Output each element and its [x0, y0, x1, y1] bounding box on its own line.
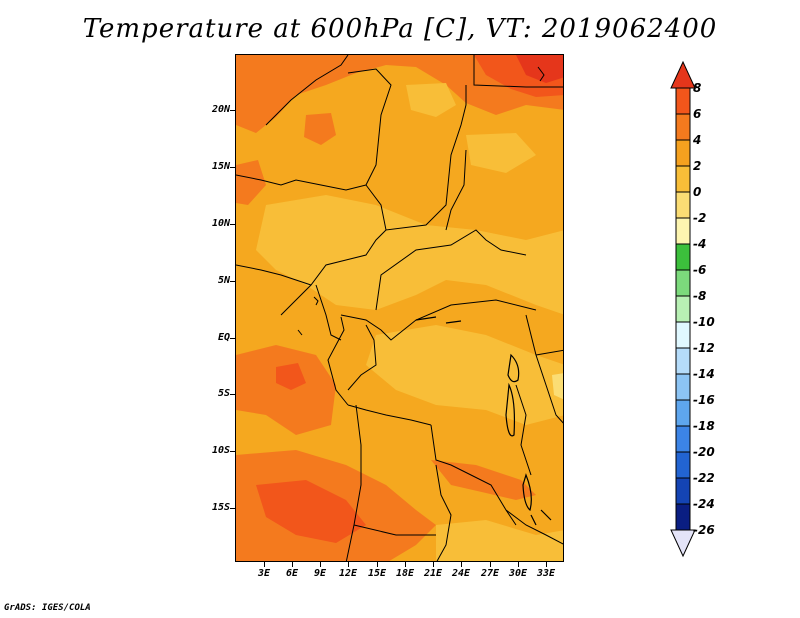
x-tick-27e: 27E [480, 568, 500, 579]
y-tick-5n: 5N [217, 275, 230, 286]
colorbar-segment [675, 373, 691, 401]
x-tickmark [490, 562, 491, 567]
contour-6-8-westspot [276, 363, 306, 390]
contour-4-6-north [236, 55, 563, 133]
colorbar-segment [675, 165, 691, 193]
colorbar-label: -8 [693, 289, 707, 303]
colorbar-segment [675, 451, 691, 479]
colorbar-segment [675, 399, 691, 427]
colorbar-label: -14 [693, 367, 715, 381]
y-tickmark [230, 338, 235, 339]
colorbar [670, 60, 696, 558]
colorbar-label: -18 [693, 419, 715, 433]
colorbar-label: -20 [693, 445, 715, 459]
contour-4-6-southcentral [431, 460, 536, 500]
chart-title: Temperature at 600hPa [C], VT: 201906240… [82, 14, 718, 44]
colorbar-segment [675, 321, 691, 349]
contour-0-2-mid-spot [466, 133, 536, 173]
colorbar-segment [675, 191, 691, 219]
colorbar-label: -24 [693, 497, 715, 511]
x-tickmark [377, 562, 378, 567]
colorbar-segment [675, 347, 691, 375]
x-tickmark [264, 562, 265, 567]
y-tickmark [230, 451, 235, 452]
colorbar-label: 0 [693, 185, 702, 199]
contour-4-6-spot-b [236, 160, 266, 205]
y-tick-15s: 15S [211, 502, 230, 513]
contour-4-6-westcoast [236, 345, 336, 435]
temperature-field [236, 55, 563, 561]
y-tick-5s: 5S [217, 388, 230, 399]
contour-0-2-congo [366, 325, 563, 425]
colorbar-label: -10 [693, 315, 715, 329]
colorbar-label: -4 [693, 237, 707, 251]
y-tickmark [230, 394, 235, 395]
colorbar-label: -16 [693, 393, 715, 407]
contour-0-2-north-spot [406, 83, 456, 117]
x-tickmark [292, 562, 293, 567]
y-tick-10s: 10S [211, 445, 230, 456]
colorbar-label: 2 [693, 159, 702, 173]
footer-credit: GrADS: IGES/COLA [4, 603, 91, 613]
contour-6-8-southwest [256, 480, 366, 543]
colorbar-label: -2 [693, 211, 707, 225]
colorbar-segment [675, 217, 691, 245]
colorbar-label: 6 [693, 107, 702, 121]
colorbar-label: 4 [693, 133, 702, 147]
colorbar-segment [675, 477, 691, 505]
coast-islands [297, 66, 545, 336]
x-tick-18e: 18E [395, 568, 415, 579]
colorbar-top-arrow [670, 60, 696, 89]
colorbar-label: -22 [693, 471, 715, 485]
colorbar-label: -12 [693, 341, 715, 355]
x-tick-12e: 12E [338, 568, 358, 579]
colorbar-segment [675, 425, 691, 453]
colorbar-label: 8 [693, 81, 702, 95]
x-tick-6e: 6E [285, 568, 299, 579]
y-tickmark [230, 110, 235, 111]
x-tick-15e: 15E [367, 568, 387, 579]
x-tickmark [546, 562, 547, 567]
contour-4-6-spot-a [304, 113, 336, 145]
y-tickmark [230, 167, 235, 168]
y-tick-eq: EQ [217, 332, 230, 343]
x-tick-9e: 9E [313, 568, 327, 579]
x-tick-3e: 3E [257, 568, 271, 579]
y-tick-20n: 20N [211, 104, 230, 115]
x-tickmark [348, 562, 349, 567]
colorbar-segment [675, 139, 691, 167]
colorbar-label: -6 [693, 263, 707, 277]
contour-0-2-southeast [436, 520, 563, 561]
lakes [415, 316, 552, 526]
colorbar-segment [675, 87, 691, 115]
map-plot-area [235, 54, 564, 562]
colorbar-segment [675, 295, 691, 323]
x-tickmark [320, 562, 321, 567]
y-tickmark [230, 508, 235, 509]
x-tick-33e: 33E [536, 568, 556, 579]
colorbar-bottom-arrow [670, 529, 696, 558]
x-tick-21e: 21E [423, 568, 443, 579]
colorbar-segment [675, 503, 691, 531]
contour-m2-0-east [552, 373, 563, 400]
y-tick-10n: 10N [211, 218, 230, 229]
x-tickmark [461, 562, 462, 567]
y-tickmark [230, 281, 235, 282]
y-tickmark [230, 224, 235, 225]
colorbar-segment [675, 243, 691, 271]
colorbar-label: -26 [693, 523, 715, 537]
x-tickmark [405, 562, 406, 567]
colorbar-segment [675, 269, 691, 297]
x-tickmark [518, 562, 519, 567]
x-tick-30e: 30E [508, 568, 528, 579]
contour-0-2-central [256, 195, 563, 315]
country-borders [236, 55, 563, 561]
x-tickmark [433, 562, 434, 567]
x-tick-24e: 24E [451, 568, 471, 579]
colorbar-segment [675, 113, 691, 141]
y-tick-15n: 15N [211, 161, 230, 172]
